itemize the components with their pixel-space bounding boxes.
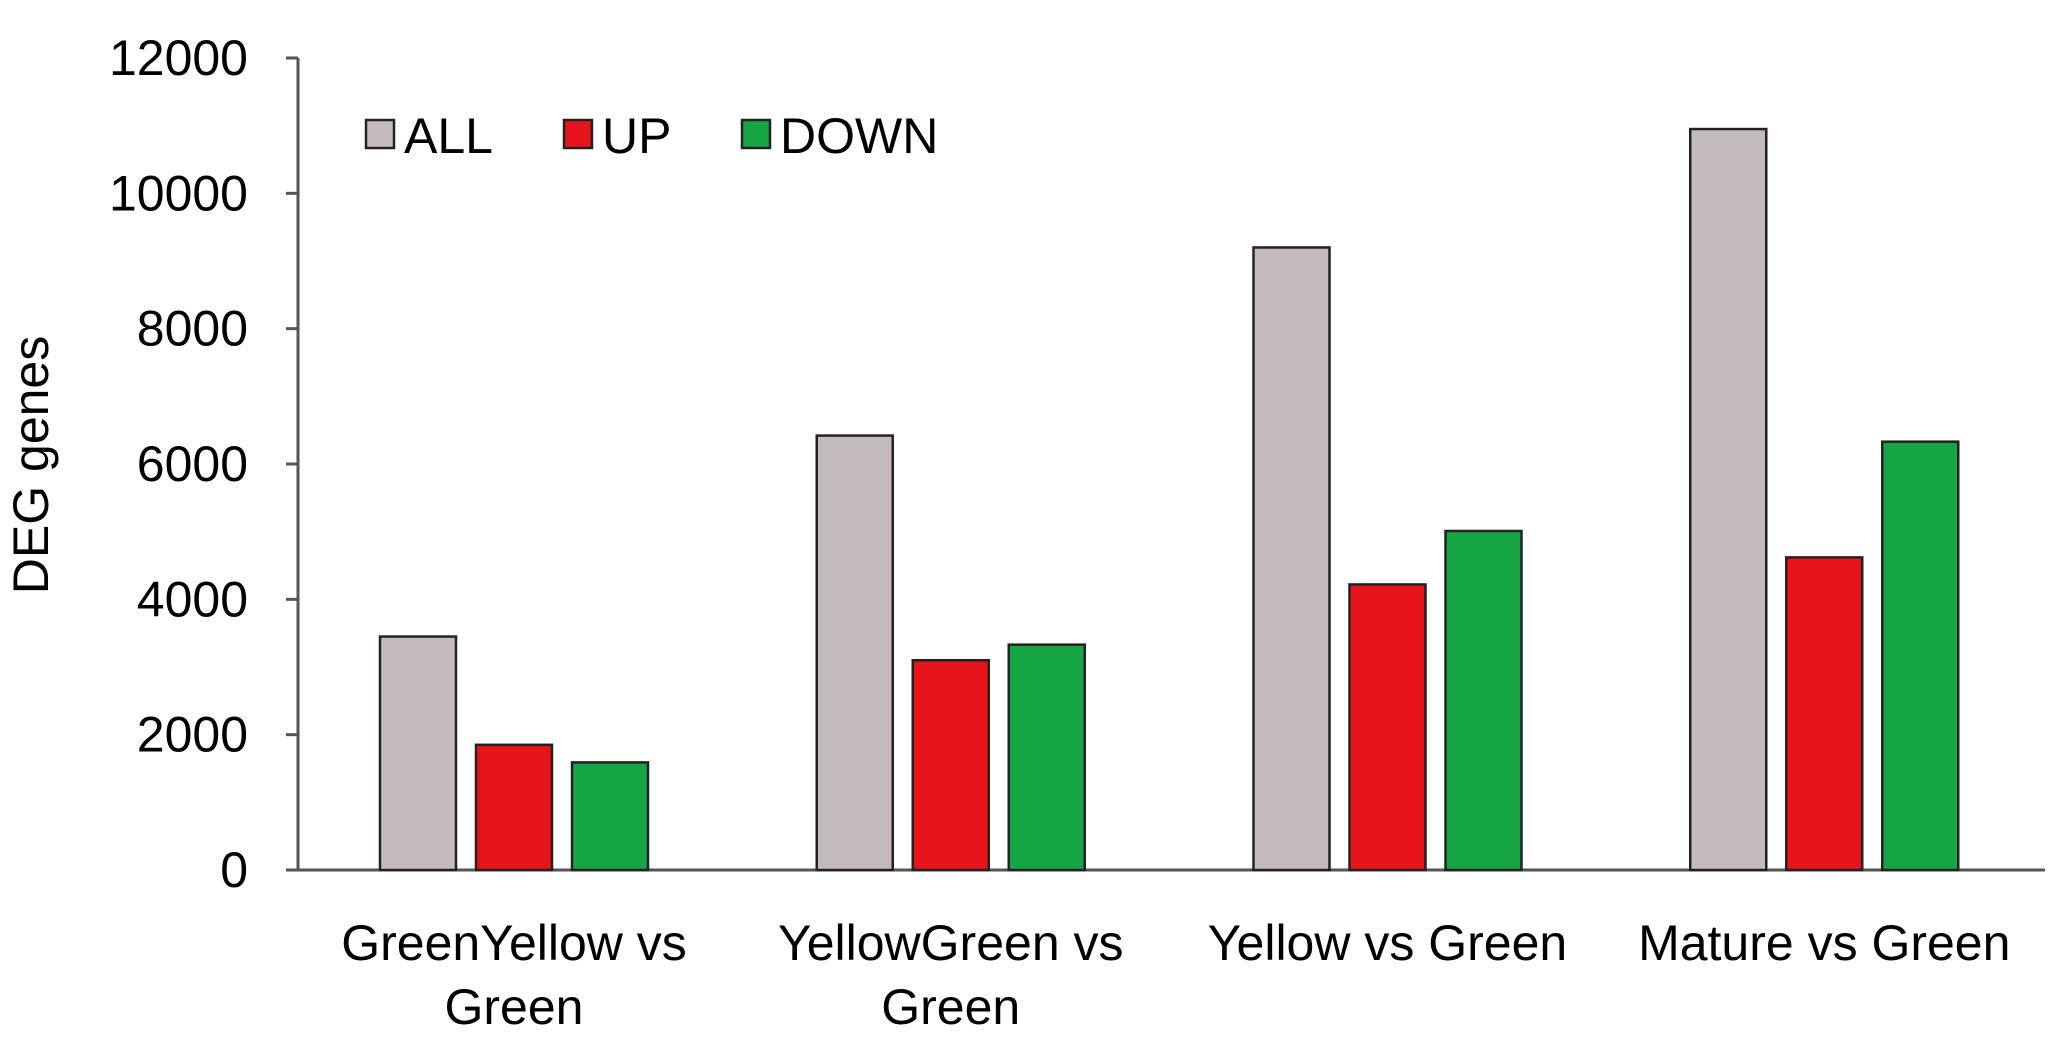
bar-up [1785, 556, 1864, 872]
bar-all [1689, 127, 1768, 872]
x-tick-label: Green [881, 979, 1020, 1035]
y-tick-label: 0 [220, 842, 248, 898]
bar-up [1348, 583, 1427, 872]
x-tick-labels: GreenYellow vs Green YellowGreen vs Green Ye… [341, 915, 2010, 1035]
bar-all [815, 434, 894, 872]
legend-swatch-all [364, 118, 396, 150]
y-tick-label: 6000 [137, 436, 248, 492]
bar-down [570, 761, 650, 872]
legend-swatch-up [562, 118, 594, 150]
bar-all [378, 635, 458, 872]
legend: ALL UP DOWN [364, 108, 938, 164]
bar-up [911, 658, 990, 872]
legend-label-down: DOWN [780, 108, 938, 164]
x-tick-label: YellowGreen vs [778, 915, 1124, 971]
y-tick-label: 4000 [137, 571, 248, 627]
bar-all [1252, 246, 1331, 872]
y-axis: 0 2000 4000 6000 8000 10000 12000 [109, 30, 300, 898]
y-tick-label: 8000 [137, 301, 248, 357]
x-tick-label: GreenYellow vs [341, 915, 687, 971]
x-tick-label: Yellow vs Green [1208, 915, 1567, 971]
y-tick-label: 12000 [109, 30, 248, 86]
x-tick-label: Mature vs Green [1638, 915, 2010, 971]
y-axis-title: DEG genes [3, 336, 59, 594]
legend-swatch-down [740, 118, 772, 150]
legend-label-all: ALL [404, 108, 493, 164]
bars [378, 127, 1960, 872]
bar-down [1444, 529, 1523, 872]
y-tick-label: 2000 [137, 707, 248, 763]
legend-label-up: UP [602, 108, 671, 164]
bar-up [474, 743, 554, 872]
bar-down [1007, 643, 1086, 872]
y-tick-label: 10000 [109, 165, 248, 221]
bar-down [1881, 440, 1960, 872]
x-tick-label: Green [445, 979, 584, 1035]
